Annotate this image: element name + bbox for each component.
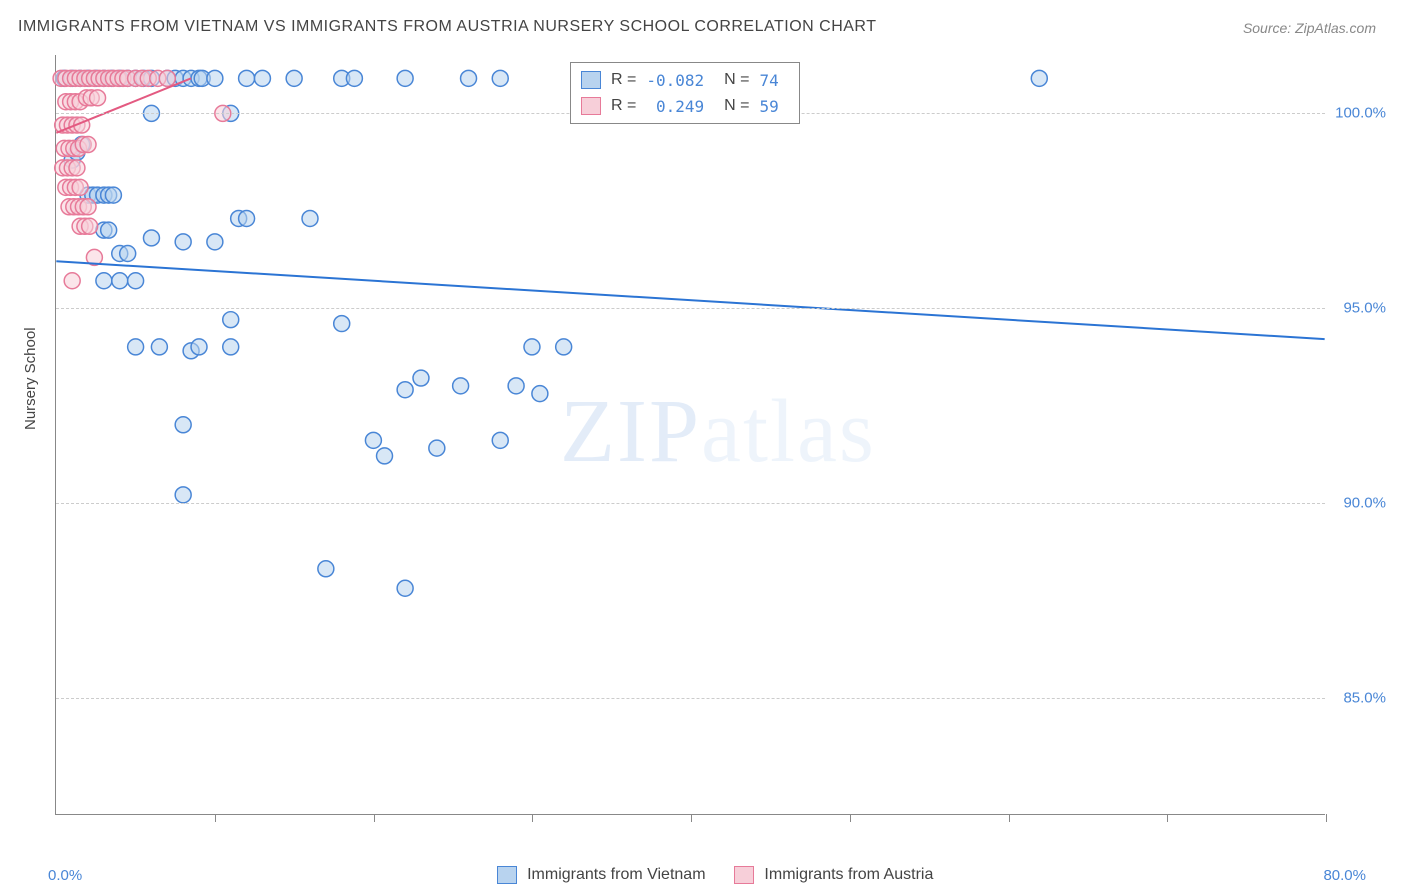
n-label: N = <box>724 97 749 115</box>
y-tick-label: 100.0% <box>1335 105 1386 122</box>
legend-row-austria: R = 0.249 N = 59 <box>581 93 789 119</box>
correlation-legend: R = -0.082 N = 74 R = 0.249 N = 59 <box>570 62 800 124</box>
scatter-svg <box>56 55 1325 814</box>
y-tick-label: 90.0% <box>1343 495 1386 512</box>
n-label: N = <box>724 71 749 89</box>
x-tick-label: 0.0% <box>48 867 82 884</box>
r-value-austria: 0.249 <box>646 97 704 116</box>
n-value-vietnam: 74 <box>759 71 778 90</box>
r-label: R = <box>611 71 636 89</box>
legend-row-vietnam: R = -0.082 N = 74 <box>581 67 789 93</box>
x-tick-label: 80.0% <box>1323 867 1366 884</box>
swatch-blue-icon <box>497 866 517 884</box>
legend-label-austria: Immigrants from Austria <box>764 866 933 883</box>
source-credit: Source: ZipAtlas.com <box>1243 20 1376 36</box>
legend-label-vietnam: Immigrants from Vietnam <box>527 866 705 883</box>
r-value-vietnam: -0.082 <box>646 71 704 90</box>
chart-plot-area <box>55 55 1325 815</box>
y-axis-label: Nursery School <box>22 327 39 430</box>
chart-title: IMMIGRANTS FROM VIETNAM VS IMMIGRANTS FR… <box>18 18 876 36</box>
series-legend: Immigrants from Vietnam Immigrants from … <box>0 866 1406 884</box>
r-label: R = <box>611 97 636 115</box>
swatch-pink-icon <box>734 866 754 884</box>
y-tick-label: 85.0% <box>1343 690 1386 707</box>
swatch-blue-icon <box>581 71 601 89</box>
swatch-pink-icon <box>581 97 601 115</box>
n-value-austria: 59 <box>760 97 779 116</box>
y-tick-label: 95.0% <box>1343 300 1386 317</box>
